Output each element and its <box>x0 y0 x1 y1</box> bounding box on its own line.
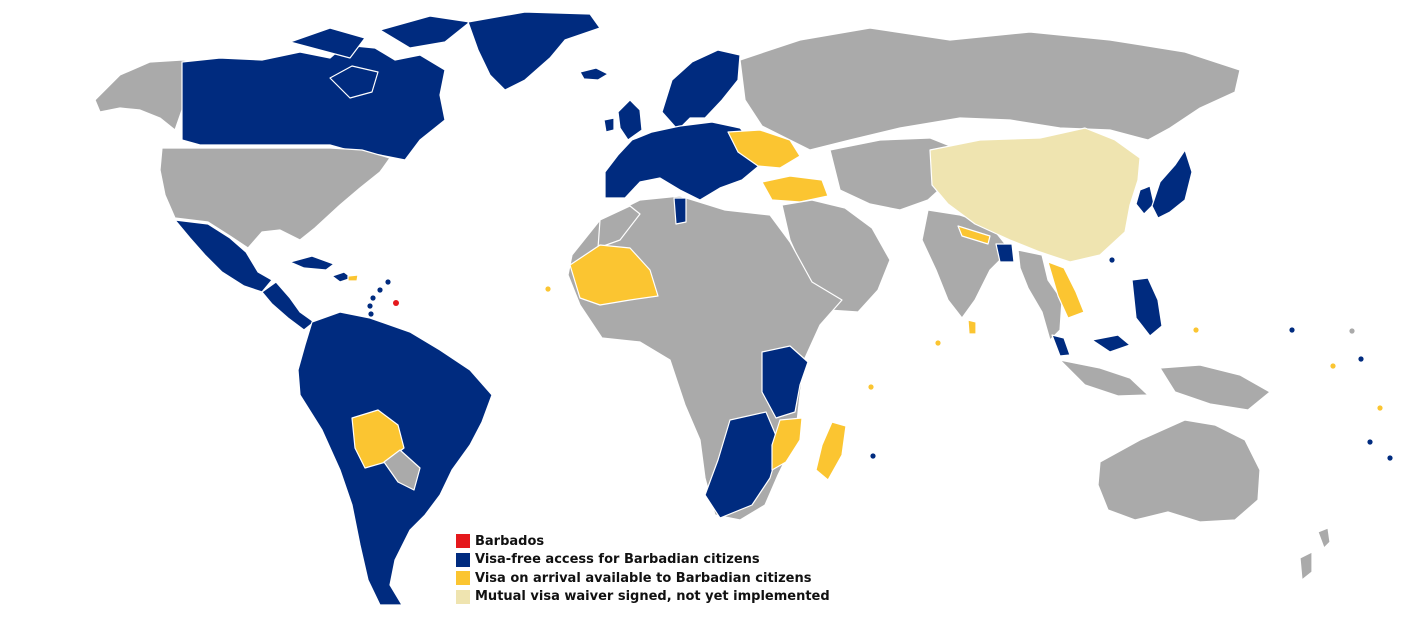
caribbean-islands <box>367 279 399 317</box>
southeast-asia-region <box>1017 249 1063 341</box>
indonesia-region <box>1059 359 1271 411</box>
philippines-region <box>1131 277 1163 337</box>
korea-region <box>1135 185 1155 215</box>
japan-region <box>1151 149 1193 219</box>
new-zealand-region <box>1299 527 1331 581</box>
turkey-region <box>761 175 829 203</box>
madagascar-region <box>815 421 847 481</box>
greenland-region <box>467 11 601 91</box>
china-region <box>929 127 1141 263</box>
mozambique-region <box>771 417 803 471</box>
legend-label: Visa on arrival available to Barbadian c… <box>475 570 812 586</box>
legend-swatch-barbados <box>456 534 470 549</box>
morocco-region <box>597 205 641 249</box>
laos-cambodia-region <box>1047 261 1085 319</box>
ukraine-region <box>727 129 801 169</box>
scandinavia-region <box>661 49 741 131</box>
iceland-region <box>579 67 609 81</box>
southern-africa-region <box>704 411 781 519</box>
mali-mauritania-region <box>569 244 659 306</box>
bangladesh-region <box>995 243 1015 263</box>
usa-region <box>159 147 391 249</box>
canadian-arctic-islands <box>289 15 471 59</box>
legend-item-waiver-pending: Mutual visa waiver signed, not yet imple… <box>456 588 830 607</box>
russia-region <box>739 27 1241 151</box>
legend-swatch-waiver-pending <box>456 589 470 604</box>
east-africa-region <box>761 345 809 419</box>
paraguay-region <box>383 449 421 491</box>
nepal-region <box>957 225 991 245</box>
cuba-region <box>289 255 335 271</box>
ireland-region <box>603 117 615 133</box>
legend-item-visa-free: Visa-free access for Barbadian citizens <box>456 551 830 570</box>
legend-label: Mutual visa waiver signed, not yet imple… <box>475 589 830 605</box>
legend-item-visa-on-arrival: Visa on arrival available to Barbadian c… <box>456 569 830 588</box>
mexico-region <box>174 219 273 293</box>
legend-label: Visa-free access for Barbadian citizens <box>475 552 760 568</box>
puerto-rico-region <box>347 274 359 282</box>
sri-lanka-region <box>967 319 977 335</box>
legend-swatch-visa-free <box>456 552 470 567</box>
legend-swatch-visa-on-arrival <box>456 571 470 586</box>
tunisia-region <box>673 197 687 225</box>
uk-region <box>617 99 643 141</box>
australia-region <box>1097 419 1261 523</box>
malaysia-region <box>1051 334 1131 357</box>
ocean-islands <box>545 257 1393 461</box>
map-legend: Barbados Visa-free access for Barbadian … <box>456 532 830 606</box>
legend-label: Barbados <box>475 533 545 549</box>
canada-region <box>181 44 446 161</box>
legend-item-barbados: Barbados <box>456 532 830 551</box>
europe-region <box>604 121 761 201</box>
